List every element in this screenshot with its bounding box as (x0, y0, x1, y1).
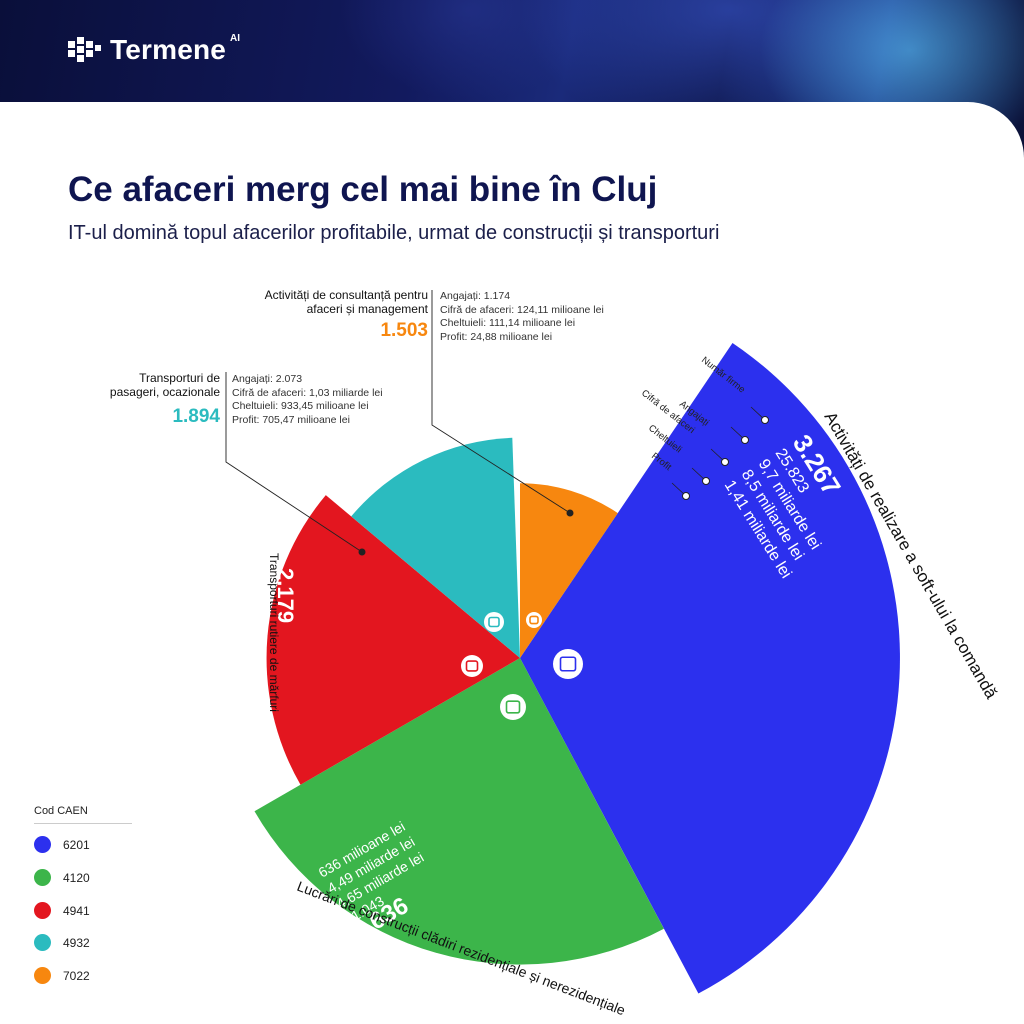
callout-passenger-number: 1.894 (172, 406, 220, 427)
cube-logo-icon (68, 37, 101, 62)
legend-swatch (34, 934, 51, 951)
callout-consultancy-stats: Angajați: 1.174 Cifră de afaceri: 124,11… (440, 290, 604, 343)
briefcase-icon (526, 612, 542, 628)
slice-consultancy (520, 483, 618, 658)
guide-dot (682, 492, 690, 500)
legend-label: 7022 (63, 968, 90, 983)
legend-label: 4941 (63, 903, 90, 918)
building-icon (500, 694, 526, 720)
legend-title: Cod CAEN (34, 805, 88, 817)
legend-item-7022: 7022 (34, 967, 90, 984)
leader-consultancy (431, 290, 571, 514)
legend-swatch (34, 902, 51, 919)
page-title: Ce afaceri merg cel mai bine în Cluj (68, 170, 658, 209)
slice-software (520, 343, 900, 994)
callout-consultancy-number: 1.503 (380, 320, 428, 341)
slice-constructions (254, 658, 664, 965)
value-label: 9.435 (259, 568, 273, 598)
legend-item-4932: 4932 (34, 934, 90, 951)
callout-consultancy-name: Activități de consultanță pentru afaceri… (264, 288, 428, 316)
slice-freight (266, 495, 520, 785)
value-label: 4,89 miliarde lei (227, 568, 241, 652)
brand-suffix: AI (230, 32, 241, 44)
value-label: 4,93 miliarde lei (243, 568, 257, 652)
legend-label: 6201 (63, 837, 90, 852)
page-subtitle: IT-ul domină topul afacerilor profitabil… (68, 222, 720, 244)
category-label-freight: Transporturi rutiere de mărfuri (267, 553, 281, 712)
leader-dot (358, 548, 366, 556)
laptop-code-icon (553, 649, 583, 679)
guide-dot (702, 477, 710, 485)
leader-dot (566, 509, 574, 517)
slice-passenger (351, 437, 520, 658)
guide-dot (721, 458, 729, 466)
legend-label: 4932 (63, 935, 90, 950)
value-label: 342 milioane lei (211, 568, 225, 651)
truck-icon (461, 655, 483, 677)
brand-name: Termene (110, 34, 227, 65)
legend-item-6201: 6201 (34, 836, 90, 853)
guide-dot (761, 416, 769, 424)
legend-divider (34, 823, 132, 824)
bus-icon (484, 612, 504, 632)
guide-dot (741, 436, 749, 444)
legend-item-4120: 4120 (34, 869, 90, 886)
brand-logo: Termene AI (68, 32, 244, 66)
legend-swatch (34, 869, 51, 886)
callout-passenger-stats: Angajați: 2.073 Cifră de afaceri: 1,03 m… (232, 373, 383, 426)
legend-swatch (34, 836, 51, 853)
leader-lines (225, 290, 571, 553)
leader-passenger (225, 372, 363, 553)
legend-label: 4120 (63, 870, 90, 885)
callout-passenger-name: Transporturi de pasageri, ocazionale (109, 371, 220, 399)
value-label: 2.179 (273, 568, 298, 623)
legend-swatch (34, 967, 51, 984)
legend-item-4941: 4941 (34, 902, 90, 919)
